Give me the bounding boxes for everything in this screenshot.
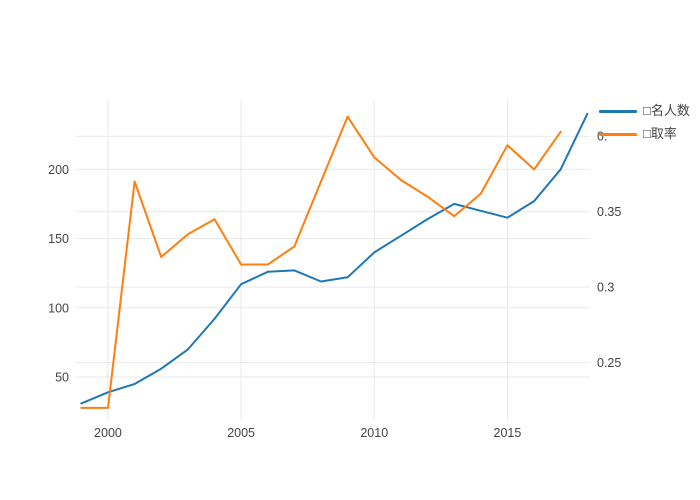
- legend-label-admission-rate: □取率: [643, 126, 677, 141]
- y-tick-label-left: 150: [48, 232, 69, 246]
- y-tick-label-right: 0.3: [597, 281, 614, 295]
- y-tick-label-right: 0.25: [597, 356, 621, 370]
- x-tick-label: 2005: [227, 426, 255, 440]
- legend-item-admission-rate[interactable]: □取率: [599, 127, 699, 141]
- y-tick-label-right: 0.: [597, 130, 607, 144]
- series-line-admission-rate: [80, 115, 562, 409]
- y-tick-label-left: 200: [48, 163, 69, 177]
- y-tick-label-left: 100: [48, 301, 69, 315]
- legend-label-enrollment: □名人数: [643, 103, 690, 118]
- x-tick-label: 2015: [494, 426, 522, 440]
- y-tick-label-left: 50: [55, 371, 69, 385]
- legend-line-sample-blue: [599, 109, 637, 113]
- y-tick-label-right: 0.35: [597, 205, 621, 219]
- legend-line-sample-orange: [599, 132, 637, 136]
- legend-item-enrollment[interactable]: □名人数: [599, 104, 699, 118]
- legend: □名人数 □取率: [599, 104, 699, 141]
- x-tick-label: 2010: [360, 426, 388, 440]
- x-tick-label: 2000: [94, 426, 122, 440]
- series-line-enrollment: [80, 112, 589, 405]
